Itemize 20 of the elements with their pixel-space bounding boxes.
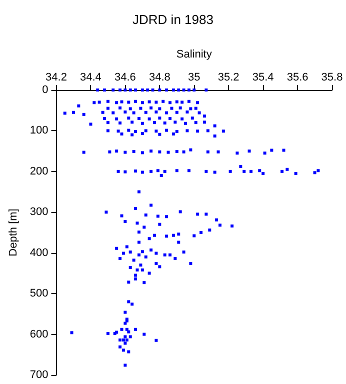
x-tick-label: 34.6	[114, 72, 136, 84]
y-tick-label: 200	[30, 165, 48, 178]
y-tick-label: 100	[30, 124, 48, 137]
y-tick-label: 400	[30, 246, 48, 259]
x-tick-label: 35.8	[321, 72, 343, 84]
y-tick-label: 300	[30, 206, 48, 218]
y-axis-title: Depth [m]	[8, 208, 20, 256]
chart-title: JDRD in 1983	[132, 12, 214, 27]
y-tick-label: 700	[30, 369, 48, 381]
x-tick-label: 35.4	[252, 72, 274, 84]
x-tick-label: 34.8	[148, 72, 170, 84]
x-tick-label: 34.2	[46, 72, 67, 84]
x-tick-label: 35	[188, 72, 200, 84]
y-tick-label: 0	[42, 84, 48, 96]
y-tick-label: 600	[30, 328, 48, 340]
x-tick-label: 35.2	[218, 72, 240, 84]
x-tick-label: 35.6	[286, 72, 308, 84]
x-tick-label: 34.4	[80, 72, 102, 84]
y-tick-label: 500	[30, 288, 48, 300]
x-axis-title: Salinity	[176, 48, 212, 60]
